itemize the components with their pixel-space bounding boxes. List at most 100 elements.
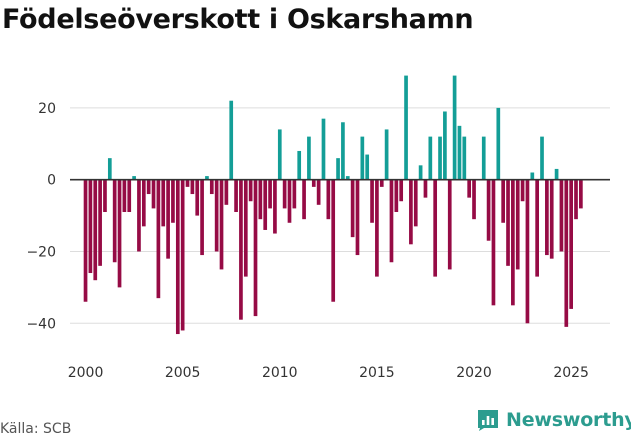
bar bbox=[307, 136, 311, 180]
bar bbox=[316, 179, 321, 205]
bar bbox=[345, 176, 350, 180]
bar bbox=[137, 179, 141, 252]
bar bbox=[253, 179, 258, 317]
bar bbox=[117, 179, 122, 288]
bar bbox=[239, 179, 243, 320]
y-tick-label: −20 bbox=[26, 244, 56, 260]
bar bbox=[481, 136, 486, 180]
bar bbox=[384, 129, 389, 180]
y-tick-label: 20 bbox=[38, 101, 56, 117]
bar bbox=[258, 179, 263, 220]
bar bbox=[433, 179, 438, 277]
bar bbox=[224, 179, 229, 205]
bar bbox=[263, 179, 268, 230]
bar bbox=[467, 179, 472, 198]
bar bbox=[200, 179, 204, 256]
bar bbox=[559, 179, 564, 252]
bar bbox=[205, 176, 209, 180]
x-tick-label: 2005 bbox=[165, 365, 201, 381]
brand-name: Newsworthy bbox=[506, 409, 631, 431]
newsworthy-brand[interactable]: Newsworthy bbox=[476, 408, 631, 432]
bar bbox=[438, 136, 442, 180]
bar bbox=[399, 179, 404, 202]
bar bbox=[166, 179, 170, 259]
bar bbox=[248, 179, 253, 202]
bar bbox=[83, 179, 88, 302]
bar bbox=[486, 179, 491, 241]
bar bbox=[355, 179, 360, 256]
bar bbox=[311, 179, 316, 187]
bar bbox=[88, 179, 93, 274]
bars bbox=[83, 75, 583, 335]
newsworthy-logo-icon bbox=[478, 410, 498, 431]
bar bbox=[146, 179, 151, 195]
bar bbox=[540, 136, 544, 180]
bar bbox=[350, 179, 355, 238]
bar bbox=[360, 136, 365, 180]
bar bbox=[243, 179, 248, 277]
bar bbox=[452, 75, 457, 180]
bar bbox=[379, 179, 384, 187]
bar bbox=[297, 150, 302, 180]
bar bbox=[501, 179, 506, 223]
bar bbox=[229, 100, 234, 180]
bar bbox=[171, 179, 175, 223]
x-tick-label: 2010 bbox=[262, 365, 298, 381]
bar bbox=[326, 179, 331, 220]
bar bbox=[447, 179, 452, 270]
bar bbox=[292, 179, 297, 209]
bar bbox=[409, 179, 413, 245]
bar bbox=[190, 179, 195, 195]
bar bbox=[579, 179, 583, 209]
bar bbox=[370, 179, 374, 223]
bar bbox=[185, 179, 190, 187]
bar bbox=[214, 179, 219, 252]
bar bbox=[321, 118, 326, 180]
bar bbox=[554, 168, 559, 180]
bar bbox=[175, 179, 180, 335]
bar bbox=[195, 179, 200, 216]
x-tick-label: 2025 bbox=[553, 365, 589, 381]
bar bbox=[156, 179, 161, 299]
bar bbox=[535, 179, 539, 277]
bar bbox=[462, 136, 467, 180]
bar bbox=[443, 111, 447, 180]
x-tick-label: 2015 bbox=[359, 365, 395, 381]
y-tick-label: 0 bbox=[47, 173, 56, 189]
x-tick-label: 2000 bbox=[68, 365, 104, 381]
bar bbox=[132, 176, 136, 180]
bar bbox=[302, 179, 306, 220]
bar bbox=[525, 179, 530, 324]
bar bbox=[103, 179, 107, 212]
bar bbox=[282, 179, 287, 209]
bar bbox=[365, 154, 370, 180]
bar bbox=[530, 172, 535, 180]
bar bbox=[161, 179, 166, 227]
x-tick-label: 2020 bbox=[456, 365, 492, 381]
bar bbox=[545, 179, 549, 256]
bar bbox=[472, 179, 476, 220]
bar bbox=[209, 179, 214, 195]
bar bbox=[151, 179, 156, 209]
bar bbox=[520, 179, 525, 202]
bar bbox=[287, 179, 292, 223]
bar bbox=[491, 179, 496, 306]
chart-title: Födelseöverskott i Oskarshamn bbox=[2, 4, 474, 35]
bar bbox=[404, 75, 408, 180]
bar bbox=[336, 158, 340, 180]
bar-chart: 20 0 −20 −40 2000 2005 2010 2015 2020 2025 bbox=[26, 75, 610, 381]
bar bbox=[394, 179, 399, 212]
bar bbox=[496, 107, 501, 180]
bar bbox=[457, 125, 462, 180]
bar bbox=[268, 179, 272, 209]
bar bbox=[375, 179, 379, 277]
bar bbox=[341, 122, 345, 180]
bar bbox=[180, 179, 185, 331]
x-axis-ticks: 2000 2005 2010 2015 2020 2025 bbox=[68, 365, 589, 381]
bar bbox=[564, 179, 569, 327]
bar bbox=[569, 179, 573, 309]
bar bbox=[273, 179, 277, 234]
bar bbox=[234, 179, 238, 212]
bar bbox=[506, 179, 510, 266]
bar bbox=[107, 158, 112, 180]
